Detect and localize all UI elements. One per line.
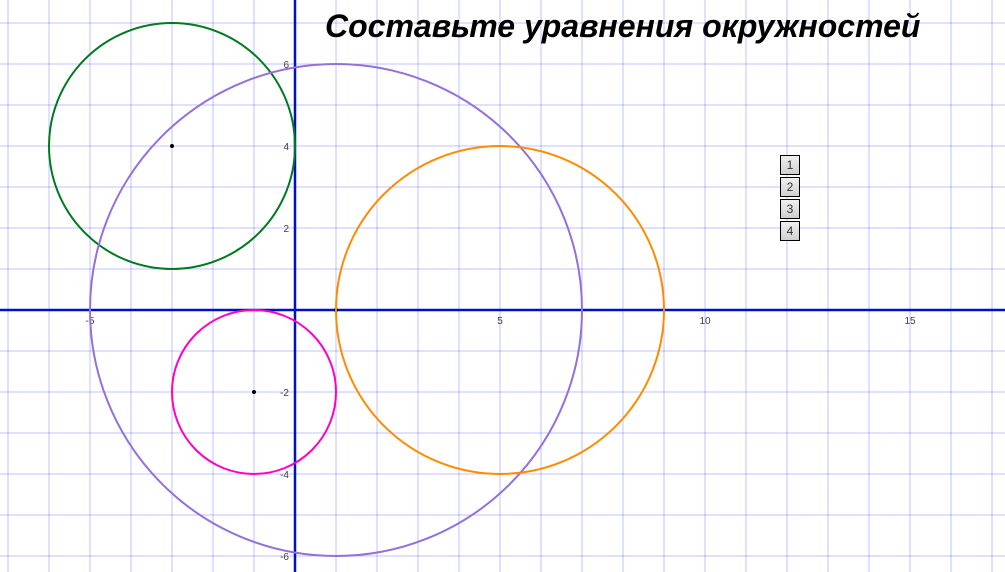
- center-green: [170, 144, 174, 148]
- svg-text:4: 4: [283, 142, 289, 153]
- legend-item-3[interactable]: 3: [780, 199, 800, 219]
- page-title: Составьте уравнения окружностей: [325, 8, 920, 45]
- svg-text:15: 15: [904, 316, 916, 327]
- svg-text:5: 5: [497, 316, 503, 327]
- axis-labels: -551015-6-4-22468: [86, 0, 916, 563]
- legend-item-4[interactable]: 4: [780, 221, 800, 241]
- grid: [0, 0, 1005, 572]
- svg-text:10: 10: [699, 316, 711, 327]
- svg-text:2: 2: [283, 224, 289, 235]
- svg-text:-6: -6: [280, 552, 289, 563]
- coordinate-plane: -551015-6-4-22468: [0, 0, 1005, 572]
- circles: [49, 23, 664, 556]
- legend-item-2[interactable]: 2: [780, 177, 800, 197]
- axes: [0, 0, 1005, 572]
- svg-text:-4: -4: [280, 470, 289, 481]
- svg-text:-2: -2: [280, 388, 289, 399]
- legend-panel: 1234: [780, 155, 800, 243]
- center-magenta: [252, 390, 256, 394]
- legend-item-1[interactable]: 1: [780, 155, 800, 175]
